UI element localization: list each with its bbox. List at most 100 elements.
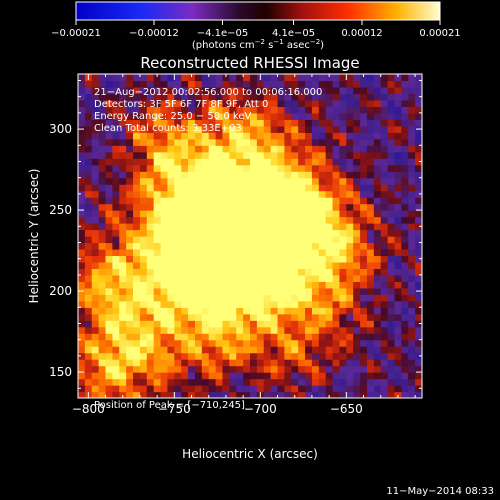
heatmap-cell <box>394 216 402 224</box>
heatmap-cell <box>119 313 127 321</box>
heatmap-cell <box>236 294 244 302</box>
heatmap-cell <box>215 171 224 179</box>
heatmap-cell <box>222 119 230 127</box>
heatmap-cell <box>181 326 189 334</box>
heatmap-cell <box>181 184 189 192</box>
heatmap-cell <box>401 294 409 302</box>
heatmap-cell <box>270 236 279 244</box>
heatmap-cell <box>194 274 203 282</box>
heatmap-cell <box>167 93 175 101</box>
heatmap-cell <box>339 248 347 257</box>
heatmap-cell <box>277 287 285 295</box>
heatmap-cell <box>256 138 265 146</box>
heatmap-cell <box>84 203 93 211</box>
heatmap-cell <box>311 145 320 153</box>
heatmap-cell <box>174 313 182 321</box>
heatmap-cell <box>373 313 382 321</box>
heatmap-cell <box>188 294 196 302</box>
heatmap-cell <box>305 74 313 82</box>
heatmap-cell <box>387 210 396 218</box>
heatmap-cell <box>311 171 320 179</box>
heatmap-cell <box>380 352 389 360</box>
heatmap-cell <box>208 106 217 114</box>
heatmap-cell <box>78 255 86 263</box>
heatmap-cell <box>174 352 182 360</box>
heatmap-cell <box>188 216 196 224</box>
heatmap-cell <box>305 365 313 373</box>
heatmap-cell <box>311 151 320 159</box>
heatmap-cell <box>188 74 196 82</box>
heatmap-cell <box>98 132 107 140</box>
heatmap-cell <box>339 99 347 107</box>
heatmap-cell <box>373 125 382 133</box>
heatmap-cell <box>339 106 347 114</box>
heatmap-cell <box>167 313 175 321</box>
heatmap-cell <box>126 261 134 269</box>
heatmap-cell <box>284 339 292 347</box>
heatmap-cell <box>243 281 251 289</box>
heatmap-cell <box>318 346 327 354</box>
heatmap-cell <box>298 255 306 263</box>
heatmap-cell <box>201 378 210 386</box>
heatmap-cell <box>325 248 334 257</box>
heatmap-cell <box>160 333 169 341</box>
heatmap-cell <box>236 255 244 263</box>
heatmap-cell <box>98 300 107 308</box>
heatmap-cell <box>305 138 313 146</box>
heatmap-cell <box>298 333 306 341</box>
heatmap-cell <box>126 274 134 282</box>
heatmap-cell <box>222 372 230 380</box>
heatmap-cell <box>174 359 182 367</box>
heatmap-cell <box>78 210 86 218</box>
heatmap-cell <box>408 151 416 159</box>
heatmap-cell <box>339 74 347 82</box>
heatmap-cell <box>325 138 334 146</box>
heatmap-cell <box>78 145 86 153</box>
heatmap-cell <box>188 307 196 315</box>
heatmap-cell <box>153 248 162 257</box>
heatmap-cell <box>153 164 162 172</box>
heatmap-cell <box>119 171 127 179</box>
heatmap-cell <box>174 158 182 166</box>
heatmap-cell <box>188 236 196 244</box>
heatmap-cell <box>208 385 217 393</box>
heatmap-cell <box>236 372 244 380</box>
heatmap-cell <box>305 346 313 354</box>
heatmap-cell <box>194 281 203 289</box>
heatmap-cell <box>415 132 422 140</box>
heatmap-cell <box>250 372 258 380</box>
heatmap-cell <box>98 99 107 107</box>
heatmap-cell <box>174 125 182 133</box>
heatmap-cell <box>146 333 155 341</box>
heatmap-cell <box>311 184 320 192</box>
heatmap-cell <box>415 391 422 398</box>
heatmap-cell <box>415 320 422 328</box>
heatmap-cell <box>167 385 175 393</box>
heatmap-cell <box>222 307 230 315</box>
heatmap-cell <box>291 255 299 263</box>
heatmap-cell <box>201 236 210 244</box>
heatmap-cell <box>277 333 285 341</box>
heatmap-cell <box>133 248 141 257</box>
heatmap-cell <box>311 119 320 127</box>
heatmap-cell <box>373 99 382 107</box>
heatmap-cell <box>91 313 100 321</box>
heatmap-cell <box>360 242 368 250</box>
heatmap-cell <box>208 359 217 367</box>
heatmap-cell <box>98 223 107 231</box>
heatmap-cell <box>311 287 320 295</box>
heatmap-cell <box>201 300 210 308</box>
heatmap-cell <box>408 190 416 198</box>
heatmap-cell <box>305 287 313 295</box>
heatmap-cell <box>112 223 120 231</box>
heatmap-cell <box>160 359 169 367</box>
heatmap-cell <box>346 385 354 393</box>
heatmap-cell <box>305 385 313 393</box>
heatmap-cell <box>305 307 313 315</box>
heatmap-cell <box>305 248 313 257</box>
heatmap-cell <box>208 74 217 82</box>
heatmap-cell <box>394 268 402 276</box>
heatmap-cell <box>284 385 292 393</box>
heatmap-cell <box>215 74 224 82</box>
heatmap-cell <box>243 74 251 82</box>
